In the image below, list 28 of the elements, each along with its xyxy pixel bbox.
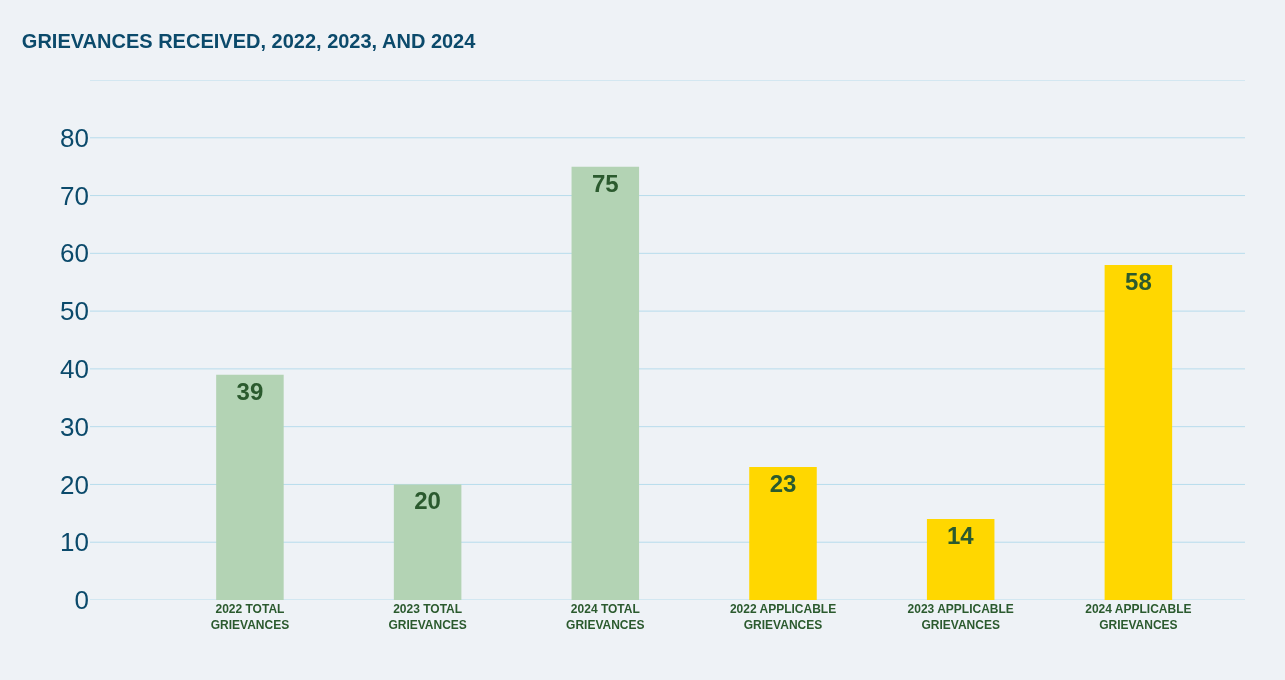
data-label: 20	[414, 487, 441, 515]
data-label: 58	[1125, 267, 1152, 295]
bar	[1104, 264, 1173, 600]
data-label: 14	[947, 522, 975, 550]
y-tick-label: 20	[60, 469, 89, 500]
bar	[393, 484, 462, 600]
x-tick-label: 2023 APPLICABLE GRIEVANCES	[907, 602, 1014, 632]
y-tick-label: 0	[74, 585, 89, 616]
x-tick-label: 2022 APPLICABLE GRIEVANCES	[729, 602, 837, 632]
bar	[216, 374, 284, 600]
y-tick-label: 60	[60, 238, 89, 269]
bar	[926, 519, 995, 600]
data-label: 75	[591, 169, 619, 197]
x-tick-label: 2024 APPLICABLE GRIEVANCES	[1085, 602, 1192, 632]
y-tick-label: 40	[60, 353, 89, 384]
bar	[749, 467, 817, 600]
y-tick-label: 30	[60, 411, 89, 442]
y-tick-label: 80	[60, 122, 89, 153]
data-label: 23	[769, 470, 797, 498]
chart-title: GRIEVANCES RECEIVED, 2022, 2023, AND 2024	[21, 30, 477, 52]
data-label: 39	[236, 377, 264, 405]
x-tick-label: 2024 TOTAL GRIEVANCES	[566, 602, 645, 632]
x-tick-label: 2023 TOTAL GRIEVANCES	[388, 602, 467, 632]
x-tick-label: 2022 TOTAL GRIEVANCES	[210, 602, 290, 632]
y-tick-label: 70	[60, 180, 89, 211]
y-tick-label: 50	[60, 296, 89, 327]
bar	[571, 166, 640, 600]
y-tick-label: 10	[60, 527, 89, 558]
